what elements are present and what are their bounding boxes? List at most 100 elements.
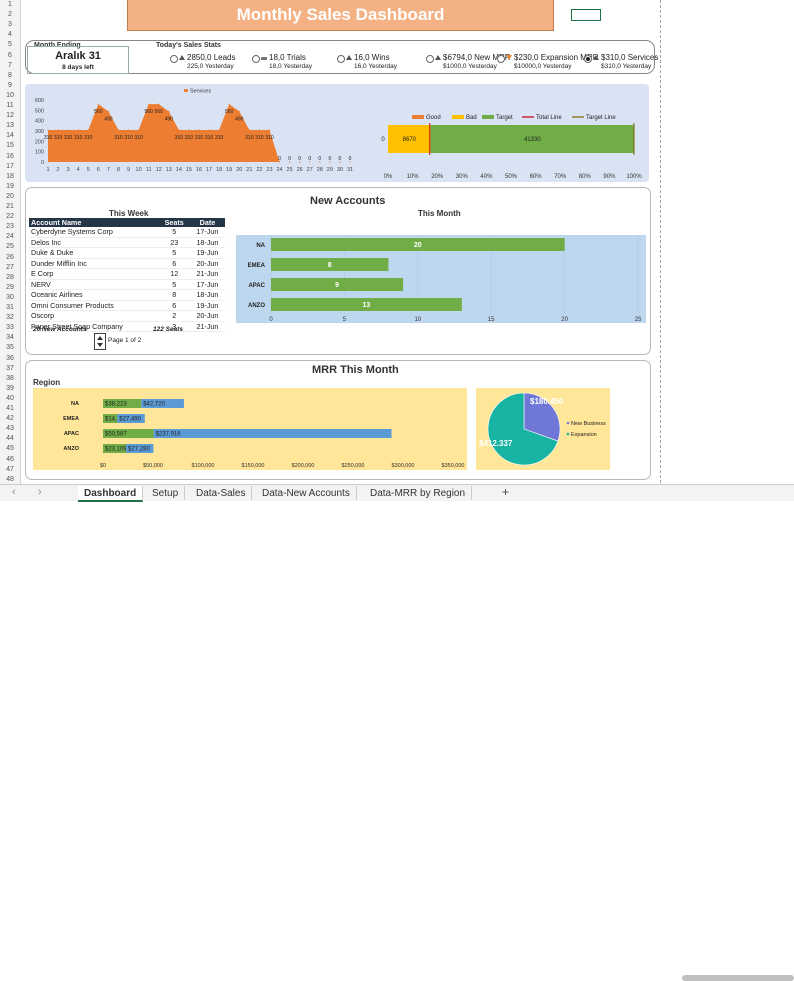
row-number[interactable]: 48 [6,475,14,483]
row-number[interactable]: 29 [6,283,14,291]
selected-cell[interactable] [571,9,601,21]
row-number[interactable]: 15 [6,142,14,150]
row-number[interactable]: 40 [6,394,14,402]
row-number[interactable]: 11 [6,102,14,109]
row-number[interactable]: 3 [8,21,12,29]
row-number[interactable]: 22 [6,213,14,221]
row-number[interactable]: 9 [8,81,12,89]
row-number[interactable]: 46 [6,455,14,463]
account-name-cell: Oscorp [29,310,159,322]
row-number[interactable]: 25 [6,243,14,251]
row-number[interactable]: 45 [6,445,14,453]
row-number[interactable]: 19 [6,182,14,190]
bar-apac [271,278,404,291]
stat-radio[interactable] [252,55,260,63]
row-number[interactable]: 18 [6,172,14,180]
month-box: Aralık 31 8 days left [27,46,129,74]
legend-label: Services [190,89,211,95]
x-tick-label: 10 [414,317,421,323]
row-number[interactable]: 26 [6,253,14,261]
account-name-cell: Omni Consumer Products [29,300,159,311]
stat-radio[interactable] [170,55,178,63]
row-number[interactable]: 16 [6,152,14,160]
row-number[interactable]: 38 [6,374,14,382]
category-label: ANZO [248,303,265,309]
page-spinner[interactable] [94,333,106,350]
row-number[interactable]: 10 [6,91,14,99]
row-number[interactable]: 27 [6,263,14,271]
row-number[interactable]: 6 [8,51,12,59]
stat-yesterday: 225,0 Yesterday [187,63,234,70]
tab-data-mrr-by-region[interactable]: Data-MRR by Region [364,486,473,500]
legend-label: Bad [466,115,477,121]
row-number[interactable]: 20 [6,192,14,200]
value-label: $27,490 [119,417,141,423]
date-cell: 21-Jun [189,321,225,332]
stat-radio[interactable] [337,55,345,63]
row-number[interactable]: 28 [6,273,14,281]
month-value: Aralık 31 [55,50,101,62]
row-number[interactable]: 23 [6,223,14,231]
row-number[interactable]: 31 [6,304,14,311]
trend-down-icon [506,55,512,60]
row-number[interactable]: 1 [8,1,12,8]
segment-label: 8670 [403,137,417,143]
legend-swatch [566,421,570,425]
row-number[interactable]: 30 [6,293,14,301]
tab-data-new-accounts[interactable]: Data-New Accounts [256,486,357,500]
row-number[interactable]: 21 [6,203,14,210]
data-point [349,161,351,163]
row-number[interactable]: 42 [6,415,14,423]
tab-data-sales[interactable]: Data-Sales [190,486,253,500]
row-number[interactable]: 14 [6,132,14,140]
x-tick-label: 9 [127,167,130,173]
legend-swatch [482,115,494,119]
row-number[interactable]: 34 [6,334,14,342]
row-number[interactable]: 17 [6,162,14,170]
data-label: 560 [144,109,153,115]
segment-label: 0 [381,137,385,143]
row-number[interactable]: 4 [8,31,12,39]
row-number[interactable]: 35 [6,344,14,352]
spinner-up-icon[interactable] [97,336,103,340]
seats-cell: 6 [158,258,190,269]
row-number[interactable]: 36 [6,354,14,362]
tab-setup[interactable]: Setup [146,486,186,500]
stat-radio[interactable] [426,55,434,63]
row-number[interactable]: 47 [6,465,14,473]
row-number[interactable]: 2 [8,11,12,19]
trend-up-icon [346,55,352,60]
row-number[interactable]: 37 [6,364,14,372]
seats-cell: 12 [158,268,190,280]
row-number[interactable]: 13 [6,122,14,130]
horizontal-scrollbar[interactable] [682,975,794,981]
row-number[interactable]: 39 [6,384,14,392]
stat-radio[interactable] [584,55,592,63]
row-number[interactable]: 24 [6,233,14,241]
row-number[interactable]: 32 [6,314,14,322]
date-cell: 20-Jun [189,310,225,322]
value-label: 20 [414,242,422,249]
add-sheet-button[interactable]: + [502,485,510,499]
row-number[interactable]: 8 [8,71,12,79]
month-ending-label: Month Ending [34,42,81,49]
row-number[interactable]: 44 [6,435,14,443]
row-number[interactable]: 33 [6,324,14,332]
bar-anzo [271,298,462,311]
tab-prev-icon[interactable]: ‹ [12,486,16,498]
data-point [248,129,250,131]
row-number[interactable]: 7 [8,61,12,69]
tab-next-icon[interactable]: › [38,486,42,498]
x-tick-label: 90% [603,174,616,180]
stat-yesterday: 16,0 Yesterday [354,63,398,70]
row-number[interactable]: 5 [8,41,12,49]
account-name-cell: E Corp [29,268,159,280]
row-number[interactable]: 12 [6,112,14,120]
x-tick-label: 24 [276,167,282,173]
spinner-down-icon[interactable] [97,343,103,347]
row-number[interactable]: 43 [6,425,14,433]
row-number[interactable]: 41 [6,405,14,412]
value-label: 9 [335,282,339,289]
date-cell: 18-Jun [189,237,225,248]
stat-radio[interactable] [497,55,505,63]
